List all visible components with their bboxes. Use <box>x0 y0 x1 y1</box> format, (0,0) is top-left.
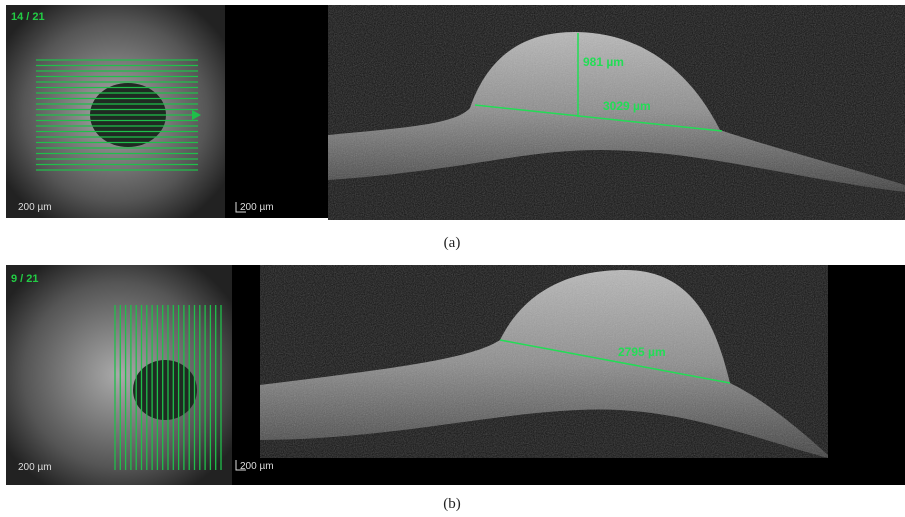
background <box>225 5 328 218</box>
slice-index: 9 / 21 <box>11 273 39 285</box>
panel-b: 9 / 21 200 µm 200 µm 2795 µm (b) <box>6 265 905 512</box>
speckle <box>260 265 828 458</box>
fundus-image <box>6 265 232 485</box>
caption: (b) <box>443 496 461 512</box>
scale-label: 200 µm <box>240 461 274 472</box>
caption: (a) <box>444 235 461 251</box>
scan-lines <box>36 60 198 170</box>
scan-lines <box>115 305 221 470</box>
measurement: 981 µm <box>583 55 624 69</box>
measurement: 2795 µm <box>618 345 666 359</box>
measurement: 3029 µm <box>603 99 651 113</box>
panel-a: 14 / 21 200 µm 200 µm 981 µm 3029 µm (a) <box>6 5 905 251</box>
background <box>260 458 830 485</box>
figure: 14 / 21 200 µm 200 µm 981 µm 3029 µm (a)… <box>0 0 905 517</box>
background <box>232 265 260 485</box>
scale-label: 200 µm <box>240 202 274 213</box>
slice-index: 14 / 21 <box>11 11 45 23</box>
background <box>828 265 905 485</box>
pupil <box>133 360 197 420</box>
scale-label: 200 µm <box>18 462 52 473</box>
scale-label: 200 µm <box>18 202 52 213</box>
